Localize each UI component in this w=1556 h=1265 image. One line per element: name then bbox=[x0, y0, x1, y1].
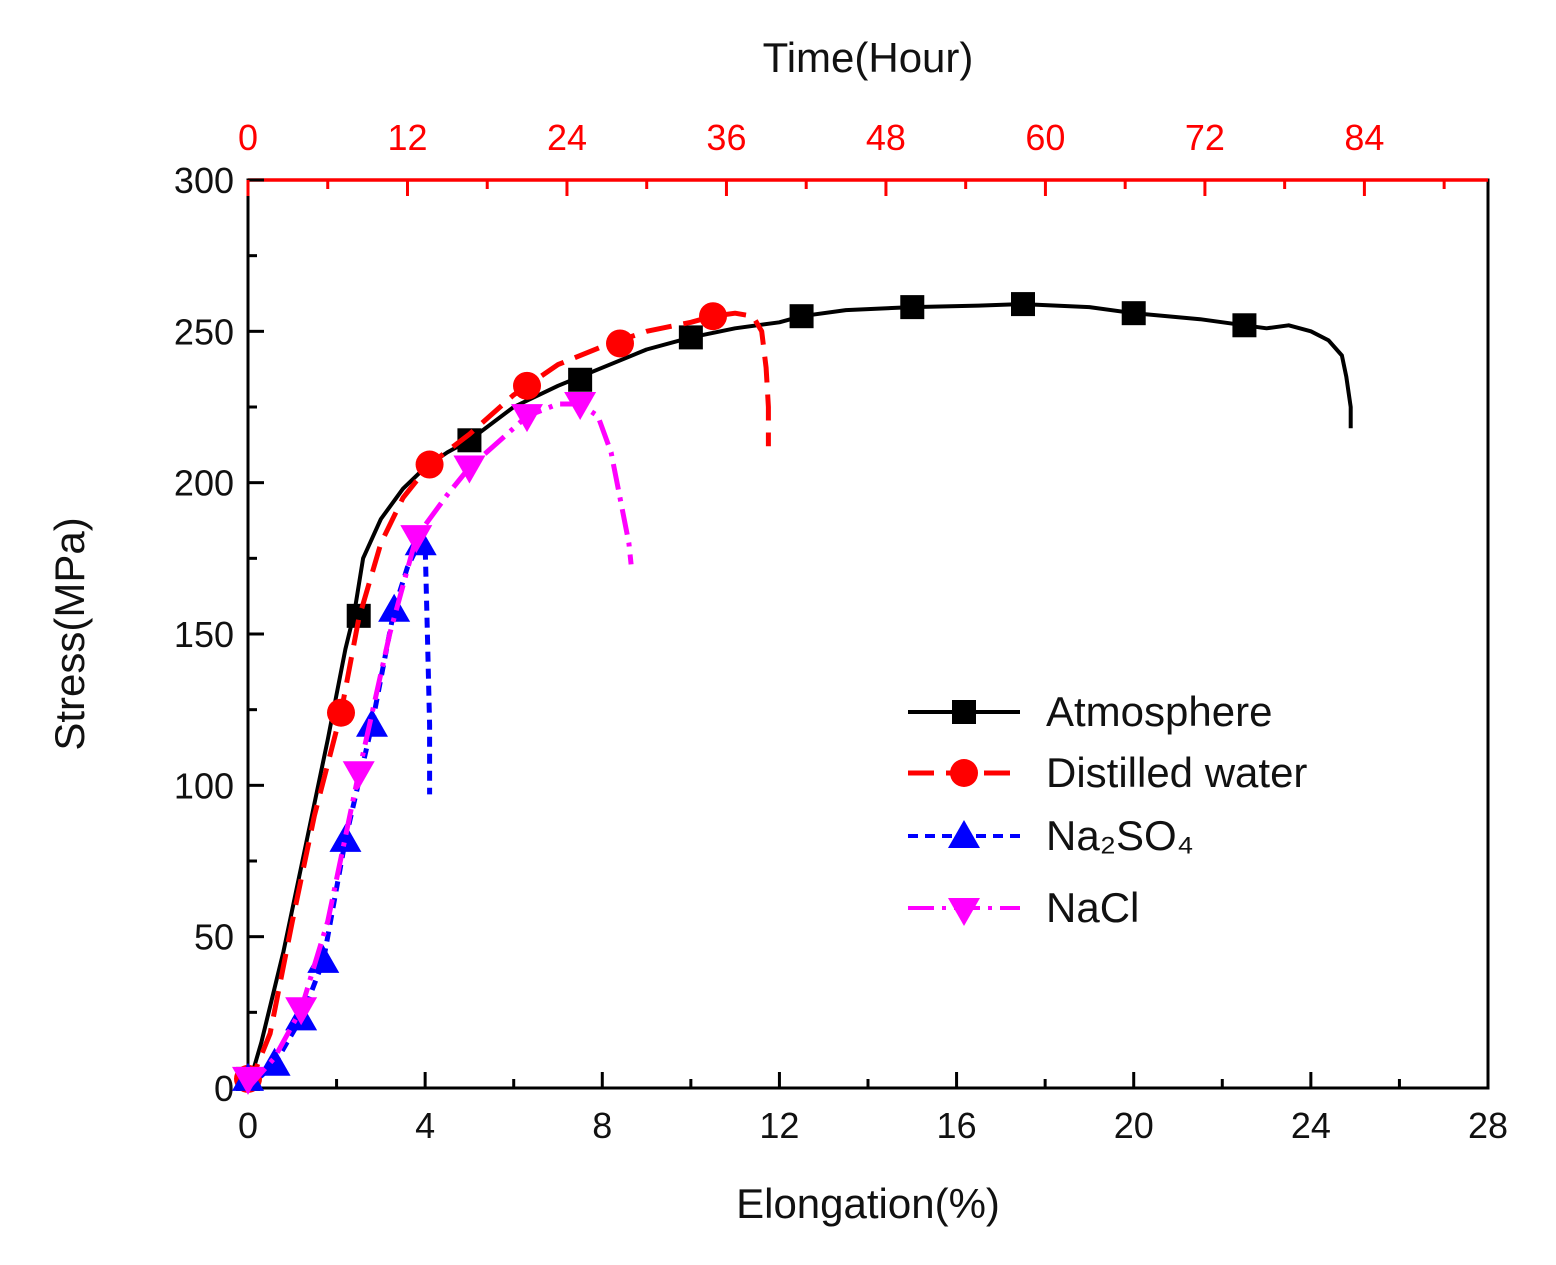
y-tick-label: 250 bbox=[174, 311, 234, 352]
top-tick-label: 36 bbox=[706, 117, 746, 158]
data-point-triangle-down bbox=[400, 525, 433, 554]
data-point-square bbox=[1011, 292, 1035, 317]
data-point-triangle-down bbox=[511, 404, 543, 433]
plot-frame bbox=[246, 178, 1490, 1090]
x-tick-label: 4 bbox=[415, 1105, 435, 1146]
legend-label-nacl: NaCl bbox=[1046, 884, 1139, 931]
series-line-distilled-water bbox=[245, 310, 771, 1089]
data-point-triangle-up bbox=[258, 1047, 291, 1076]
y-tick-label: 150 bbox=[174, 614, 234, 655]
top-axis-title: Time(Hour) bbox=[763, 34, 974, 81]
data-point-square bbox=[1121, 301, 1146, 326]
data-point-triangle-down bbox=[453, 455, 486, 484]
x-axis-title: Elongation(%) bbox=[736, 1180, 1000, 1227]
y-tick-label: 300 bbox=[174, 160, 234, 201]
data-point-square bbox=[1232, 313, 1257, 338]
data-point-triangle-up bbox=[378, 593, 411, 622]
y-tick-label: 200 bbox=[174, 463, 234, 504]
data-point-circle bbox=[606, 329, 634, 358]
top-tick-label: 24 bbox=[547, 117, 587, 158]
data-point-triangle-down bbox=[232, 1066, 264, 1095]
data-point-square bbox=[789, 304, 814, 329]
data-point-circle bbox=[415, 450, 444, 479]
x-tick-label: 20 bbox=[1114, 1105, 1154, 1146]
y-tick-label: 50 bbox=[194, 917, 234, 958]
y-tick-label: 0 bbox=[214, 1068, 234, 1109]
x-tick-label: 28 bbox=[1468, 1105, 1508, 1146]
x-tick-label: 24 bbox=[1291, 1105, 1331, 1146]
data-point-circle bbox=[327, 698, 355, 727]
y-axis-title: Stress(MPa) bbox=[46, 517, 93, 750]
top-tick-label: 84 bbox=[1344, 117, 1384, 158]
top-tick-label: 0 bbox=[238, 117, 258, 158]
legend-entry-na2so4: Na₂SO₄ bbox=[908, 812, 1194, 859]
top-tick-label: 48 bbox=[866, 117, 906, 158]
data-point-triangle-up bbox=[307, 944, 340, 973]
data-point-square bbox=[900, 295, 925, 320]
legend-marker-triangle-up bbox=[948, 820, 980, 848]
legend: Atmosphere Distilled water Na₂SO₄ NaCl bbox=[908, 688, 1307, 931]
y-tick-label: 100 bbox=[174, 765, 234, 806]
x-tick-label: 16 bbox=[937, 1105, 977, 1146]
legend-label-atmosphere: Atmosphere bbox=[1046, 688, 1272, 735]
data-point-circle bbox=[513, 371, 541, 400]
data-point-triangle-up bbox=[329, 823, 362, 852]
series-layer bbox=[232, 292, 1353, 1095]
legend-marker-triangle-down bbox=[948, 898, 980, 926]
data-point-triangle-down bbox=[342, 761, 375, 790]
data-point-triangle-down bbox=[564, 391, 597, 420]
data-point-circle bbox=[699, 302, 727, 331]
top-tick-label: 12 bbox=[387, 117, 427, 158]
x-tick-label: 12 bbox=[759, 1105, 799, 1146]
legend-entry-distilled-water: Distilled water bbox=[908, 749, 1307, 796]
x-tick-label: 0 bbox=[238, 1105, 258, 1146]
x-tick-label: 8 bbox=[592, 1105, 612, 1146]
series-line-nacl bbox=[246, 401, 634, 1090]
data-point-square bbox=[678, 325, 703, 350]
legend-entry-nacl: NaCl bbox=[908, 884, 1139, 931]
legend-label-na2so4: Na₂SO₄ bbox=[1046, 812, 1194, 859]
top-tick-label: 60 bbox=[1025, 117, 1065, 158]
legend-entry-atmosphere: Atmosphere bbox=[908, 688, 1272, 735]
legend-marker-square bbox=[952, 700, 976, 724]
legend-label-distilled-water: Distilled water bbox=[1046, 749, 1307, 796]
data-point-square bbox=[568, 367, 593, 392]
top-tick-label: 72 bbox=[1185, 117, 1225, 158]
data-point-triangle-down bbox=[285, 997, 318, 1026]
legend-marker-circle bbox=[950, 759, 978, 787]
